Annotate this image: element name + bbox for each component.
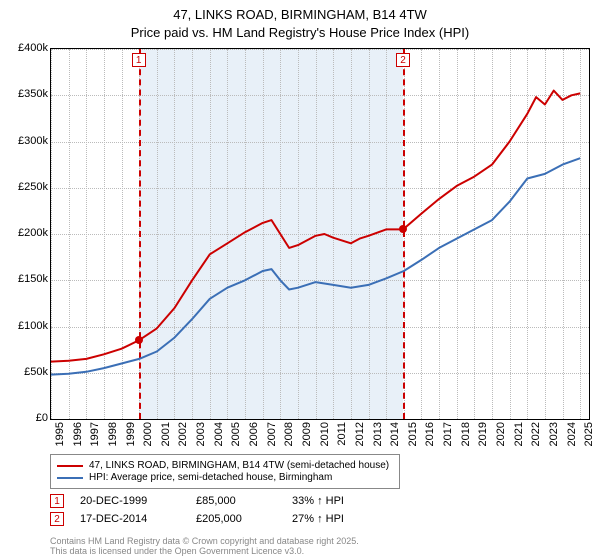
footer-line-1: Contains HM Land Registry data © Crown c…: [50, 536, 359, 546]
x-tick-label: 1997: [89, 422, 101, 446]
x-tick-label: 2010: [319, 422, 331, 446]
x-tick-label: 2005: [230, 422, 242, 446]
x-tick-label: 2023: [548, 422, 560, 446]
x-tick-label: 2016: [424, 422, 436, 446]
footer-line-2: This data is licensed under the Open Gov…: [50, 546, 359, 556]
legend: 47, LINKS ROAD, BIRMINGHAM, B14 4TW (sem…: [50, 454, 400, 489]
series-property: [51, 91, 580, 362]
y-tick-label: £100k: [18, 320, 48, 332]
x-tick-label: 1998: [107, 422, 119, 446]
event-marker-1-num: 1: [54, 496, 60, 507]
x-tick-label: 2002: [177, 422, 189, 446]
event-marker-2: 2: [50, 512, 64, 526]
x-tick-label: 1996: [72, 422, 84, 446]
event-price-1: £85,000: [196, 495, 276, 507]
y-tick-label: £150k: [18, 273, 48, 285]
x-tick-label: 2000: [142, 422, 154, 446]
x-tick-label: 2018: [460, 422, 472, 446]
x-tick-label: 2022: [530, 422, 542, 446]
events-table: 1 20-DEC-1999 £85,000 33% ↑ HPI 2 17-DEC…: [50, 494, 344, 530]
x-tick-label: 2014: [389, 422, 401, 446]
event-vs-hpi-2: 27% ↑ HPI: [292, 513, 344, 525]
x-tick-label: 2021: [513, 422, 525, 446]
x-tick-label: 2004: [213, 422, 225, 446]
x-tick-label: 2001: [160, 422, 172, 446]
y-tick-label: £50k: [24, 366, 48, 378]
x-tick-label: 2020: [495, 422, 507, 446]
legend-swatch-property: [57, 465, 83, 467]
x-tick-label: 2006: [248, 422, 260, 446]
event-vs-hpi-1: 33% ↑ HPI: [292, 495, 344, 507]
event-marker-2-num: 2: [54, 514, 60, 525]
event-marker-1: 1: [50, 494, 64, 508]
y-tick-label: £400k: [18, 42, 48, 54]
x-tick-label: 2003: [195, 422, 207, 446]
x-tick-label: 2024: [566, 422, 578, 446]
y-tick-label: £350k: [18, 88, 48, 100]
x-tick-label: 2013: [372, 422, 384, 446]
y-tick-label: £200k: [18, 227, 48, 239]
x-tick-label: 2012: [354, 422, 366, 446]
legend-label-hpi: HPI: Average price, semi-detached house,…: [89, 472, 332, 483]
title-line-2: Price paid vs. HM Land Registry's House …: [0, 24, 600, 42]
legend-label-property: 47, LINKS ROAD, BIRMINGHAM, B14 4TW (sem…: [89, 460, 389, 471]
x-tick-label: 2025: [583, 422, 595, 446]
series-hpi: [51, 158, 580, 374]
y-tick-label: £0: [36, 412, 48, 424]
legend-row-property: 47, LINKS ROAD, BIRMINGHAM, B14 4TW (sem…: [57, 460, 393, 471]
y-tick-label: £300k: [18, 135, 48, 147]
x-tick-label: 2008: [283, 422, 295, 446]
series-svg: [51, 49, 589, 419]
title-line-1: 47, LINKS ROAD, BIRMINGHAM, B14 4TW: [0, 6, 600, 24]
event-row-1: 1 20-DEC-1999 £85,000 33% ↑ HPI: [50, 494, 344, 508]
x-tick-label: 2015: [407, 422, 419, 446]
legend-row-hpi: HPI: Average price, semi-detached house,…: [57, 472, 393, 483]
x-tick-label: 1995: [54, 422, 66, 446]
footer-attribution: Contains HM Land Registry data © Crown c…: [50, 536, 359, 557]
chart-title-block: 47, LINKS ROAD, BIRMINGHAM, B14 4TW Pric…: [0, 0, 600, 41]
event-date-2: 17-DEC-2014: [80, 513, 180, 525]
chart-plot-area: 12: [50, 48, 590, 420]
event-price-2: £205,000: [196, 513, 276, 525]
x-tick-label: 2011: [336, 422, 348, 446]
x-tick-label: 2019: [477, 422, 489, 446]
y-tick-label: £250k: [18, 181, 48, 193]
event-date-1: 20-DEC-1999: [80, 495, 180, 507]
x-tick-label: 1999: [125, 422, 137, 446]
legend-swatch-hpi: [57, 477, 83, 479]
x-tick-label: 2017: [442, 422, 454, 446]
x-tick-label: 2009: [301, 422, 313, 446]
event-row-2: 2 17-DEC-2014 £205,000 27% ↑ HPI: [50, 512, 344, 526]
x-tick-label: 2007: [266, 422, 278, 446]
